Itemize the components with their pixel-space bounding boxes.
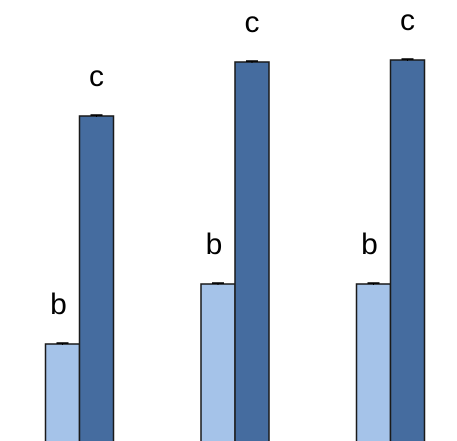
bar (355, 283, 392, 441)
value-label: c (400, 4, 415, 37)
bar (78, 115, 115, 441)
value-label: b (50, 288, 67, 321)
value-label: c (89, 60, 104, 93)
value-label: b (361, 228, 378, 261)
value-label: b (206, 228, 223, 261)
bar (234, 61, 270, 441)
bar (44, 343, 81, 441)
bar (200, 283, 236, 441)
bar (389, 59, 426, 441)
value-label: c (245, 6, 260, 39)
